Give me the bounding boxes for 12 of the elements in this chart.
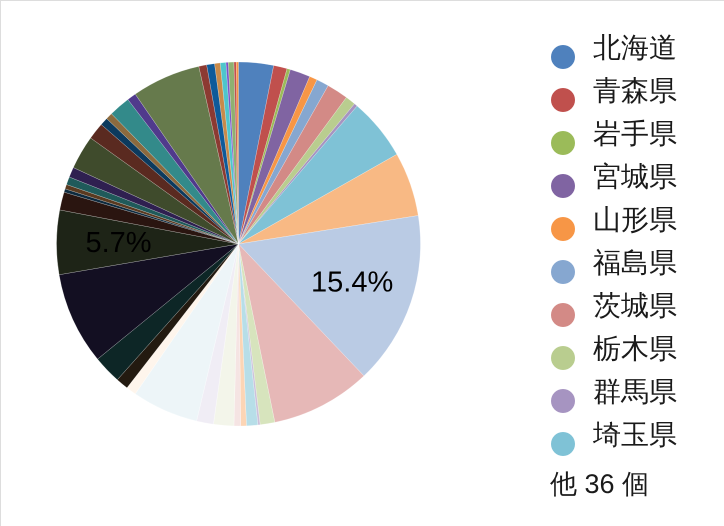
- legend-label: 岩手県: [593, 118, 677, 149]
- legend-label: 栃木県: [593, 333, 677, 364]
- legend-label: 群馬県: [593, 376, 677, 407]
- legend-label: 北海道: [593, 32, 677, 63]
- legend-label: 埼玉県: [592, 419, 677, 450]
- legend-label: 茨城県: [593, 290, 677, 321]
- text: 他 36 個: [550, 469, 650, 499]
- legend-label: 福島県: [593, 247, 677, 278]
- legend-label: 宮城県: [593, 161, 677, 192]
- legend-label: 山形県: [593, 204, 677, 235]
- data-label: 15.4%: [311, 266, 394, 299]
- legend-label: 青森県: [593, 75, 677, 106]
